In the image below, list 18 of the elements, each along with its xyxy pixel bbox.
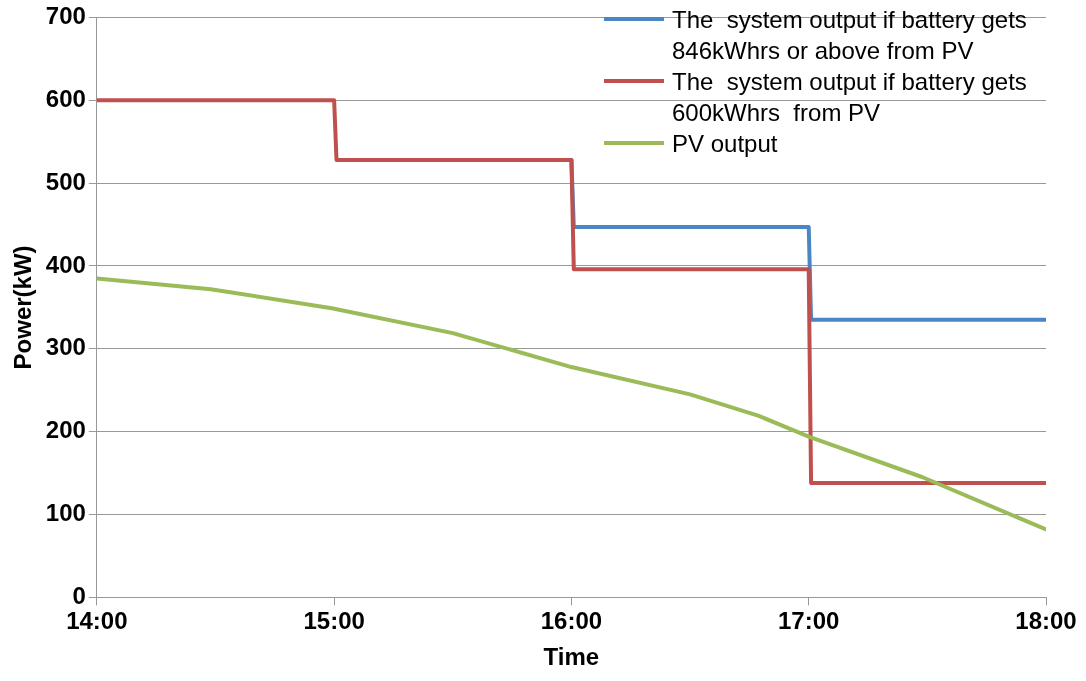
x-tick-label: 16:00 [540,607,603,635]
y-tick-label: 200 [45,416,86,444]
legend-label: The system output if battery gets 600kWhrs from PV [672,67,1028,128]
y-tick-label: 300 [45,333,86,361]
legend-label: The system output if battery gets 846kWhrs or above from PV [672,5,1028,66]
x-tick-label: 18:00 [1015,607,1077,635]
x-tick-label: 14:00 [66,607,128,635]
y-tick-label: 400 [45,250,86,278]
y-tick-label: 500 [45,167,86,195]
x-tick-label: 17:00 [778,607,840,635]
x-tick-label: 15:00 [303,607,365,635]
y-tick-label: 100 [45,499,86,527]
y-tick-label: 600 [45,84,86,112]
y-tick-label: 700 [45,2,86,30]
x-axis-title: Time [543,643,600,671]
y-tick-label: 0 [72,582,86,610]
legend-label: PV output [672,129,778,159]
y-axis-title: Power(kW) [9,245,37,370]
